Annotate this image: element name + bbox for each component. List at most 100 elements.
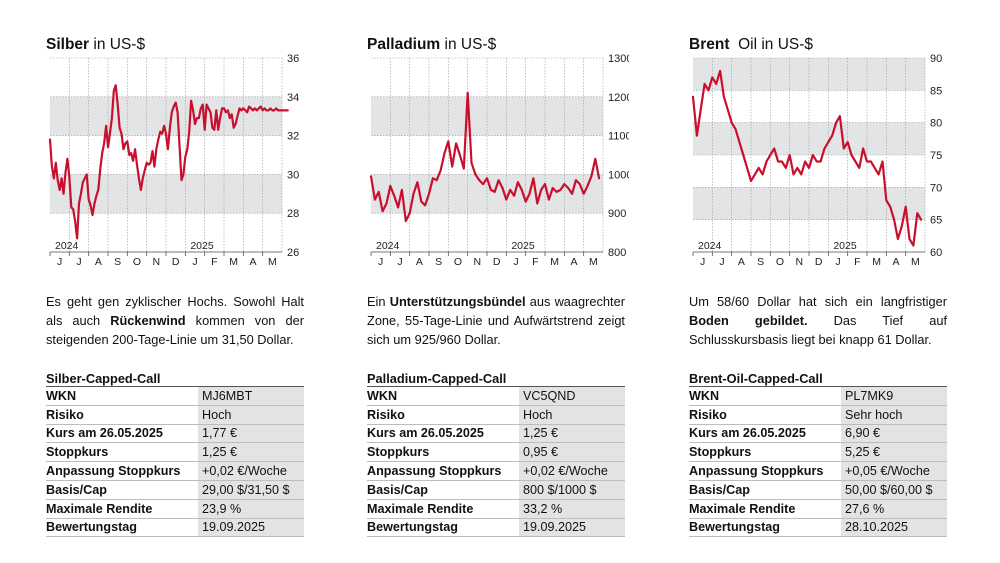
row-label: Kurs am 26.05.2025 [46, 424, 198, 444]
row-label: Bewertungstag [46, 518, 198, 538]
year-label: 2025 [190, 240, 214, 252]
description-text-start: Ein [367, 294, 390, 309]
table-row: Risiko Hoch [367, 405, 625, 425]
x-tick-label: J [192, 256, 197, 268]
description-highlight: Rückenwind [110, 313, 186, 328]
row-value: 23,9 % [198, 499, 304, 519]
y-tick-label: 90 [930, 53, 942, 65]
row-value: 50,00 $/60,00 $ [841, 480, 947, 500]
table-row: Stoppkurs 1,25 € [46, 442, 304, 463]
y-tick-label: 70 [930, 182, 942, 194]
chart-title: Palladium in US-$ [367, 36, 496, 54]
table-row: Anpassung Stoppkurs +0,05 €/Woche [689, 461, 947, 481]
chart-title-unit: in US-$ [93, 36, 146, 53]
row-label: WKN [46, 386, 198, 406]
row-label: Risiko [689, 405, 841, 425]
price-line [691, 69, 923, 247]
row-value: Hoch [198, 405, 304, 425]
x-tick-label: D [815, 256, 823, 268]
x-tick-label: S [435, 256, 442, 268]
y-tick-label: 1000 [608, 169, 629, 181]
y-tick-label: 36 [287, 53, 299, 65]
table-row: WKN VC5QND [367, 386, 625, 406]
row-label: Basis/Cap [367, 480, 519, 500]
x-tick-label: S [114, 256, 121, 268]
row-value: PL7MK9 [841, 386, 947, 406]
chart-title-bold: Silber [46, 36, 90, 53]
y-tick-label: 85 [930, 85, 942, 97]
table-row: Basis/Cap 29,00 $/31,50 $ [46, 480, 304, 500]
row-value: 0,95 € [519, 442, 625, 463]
silver-panel: Silber in US-$ 26 28 30 32 34 36 J J A S O N D J F M A M 2… [46, 0, 308, 563]
table-row: Anpassung Stoppkurs +0,02 €/Woche [367, 461, 625, 481]
year-label: 2024 [698, 240, 722, 252]
product-table: WKN VC5QND Risiko Hoch Kurs am 26.05.2025 1… [367, 386, 625, 538]
description-text-end: Das Tief auf Schlusskursbasis liegt bei … [689, 313, 947, 347]
chart-description: Um 58/60 Dollar hat sich ein langfristig… [689, 292, 947, 349]
chart-title-unit: in US-$ [444, 36, 497, 53]
chart-title: Silber in US-$ [46, 36, 145, 54]
table-row: Bewertungstag 19.09.2025 [367, 518, 625, 538]
description-highlight: Boden gebildet. [689, 313, 808, 328]
row-value: MJ6MBT [198, 386, 304, 406]
x-tick-label: S [757, 256, 764, 268]
table-row: WKN PL7MK9 [689, 386, 947, 406]
x-tick-label: O [454, 256, 462, 268]
x-tick-label: J [835, 256, 840, 268]
y-tick-label: 1300 [608, 53, 629, 65]
x-tick-label: F [532, 256, 538, 268]
row-value: +0,05 €/Woche [841, 461, 947, 481]
row-value: 1,25 € [198, 442, 304, 463]
chart-description: Ein Unterstützungsbündel aus waagrechter… [367, 292, 625, 349]
x-tick-label: M [911, 256, 920, 268]
product-table: WKN PL7MK9 Risiko Sehr hoch Kurs am 26.05.… [689, 386, 947, 538]
product-table-title: Silber-Capped-Call [46, 371, 161, 386]
x-tick-label: A [738, 256, 745, 268]
product-table-title: Palladium-Capped-Call [367, 371, 507, 386]
palladium-chart: 8009001000110012001300JJASONDJFMAM202420… [369, 53, 629, 268]
row-value: Hoch [519, 405, 625, 425]
x-tick-label: N [474, 256, 482, 268]
table-row: Basis/Cap 800 $/1000 $ [367, 480, 625, 500]
year-label: 2024 [55, 240, 79, 252]
row-label: Basis/Cap [46, 480, 198, 500]
table-row: WKN MJ6MBT [46, 386, 304, 406]
row-value: 5,25 € [841, 442, 947, 463]
row-label: WKN [367, 386, 519, 406]
chart-description: Es geht gen zyklischer Hochs. Sowohl Hal… [46, 292, 304, 349]
row-label: Kurs am 26.05.2025 [689, 424, 841, 444]
brent-panel: Brent Oil in US-$ 60 65 70 75 80 85 90 J J A S O N D J… [689, 0, 951, 563]
x-tick-label: N [796, 256, 804, 268]
row-value: 1,25 € [519, 424, 625, 444]
x-tick-label: J [700, 256, 705, 268]
row-value: 33,2 % [519, 499, 625, 519]
y-tick-label: 34 [287, 92, 299, 104]
x-tick-label: F [211, 256, 217, 268]
x-tick-label: A [249, 256, 256, 268]
y-tick-label: 900 [608, 208, 626, 220]
description-highlight: Unterstützungsbündel [389, 294, 526, 309]
product-table: WKN MJ6MBT Risiko Hoch Kurs am 26.05.2025 1… [46, 386, 304, 538]
row-label: Stoppkurs [46, 442, 198, 463]
table-row: Anpassung Stoppkurs +0,02 €/Woche [46, 461, 304, 481]
y-tick-label: 28 [287, 208, 299, 220]
row-label: WKN [689, 386, 841, 406]
y-tick-label: 80 [930, 118, 942, 130]
row-label: Bewertungstag [689, 518, 841, 538]
description-text-start: Es geht gen zyklischer Hochs. Sowohl Hal… [46, 294, 304, 328]
x-tick-label: J [378, 256, 383, 268]
table-row: Stoppkurs 0,95 € [367, 442, 625, 463]
palladium-panel: Palladium in US-$ 800 900 1000 1100 1200 1300… [367, 0, 629, 563]
y-tick-label: 800 [608, 247, 626, 259]
x-tick-label: M [268, 256, 277, 268]
price-line [369, 91, 601, 223]
row-label: Stoppkurs [689, 442, 841, 463]
y-tick-label: 30 [287, 169, 299, 181]
y-tick-label: 1200 [608, 92, 629, 104]
x-tick-label: A [570, 256, 577, 268]
x-tick-label: A [892, 256, 899, 268]
x-tick-label: N [153, 256, 161, 268]
table-row: Bewertungstag 28.10.2025 [689, 518, 947, 538]
